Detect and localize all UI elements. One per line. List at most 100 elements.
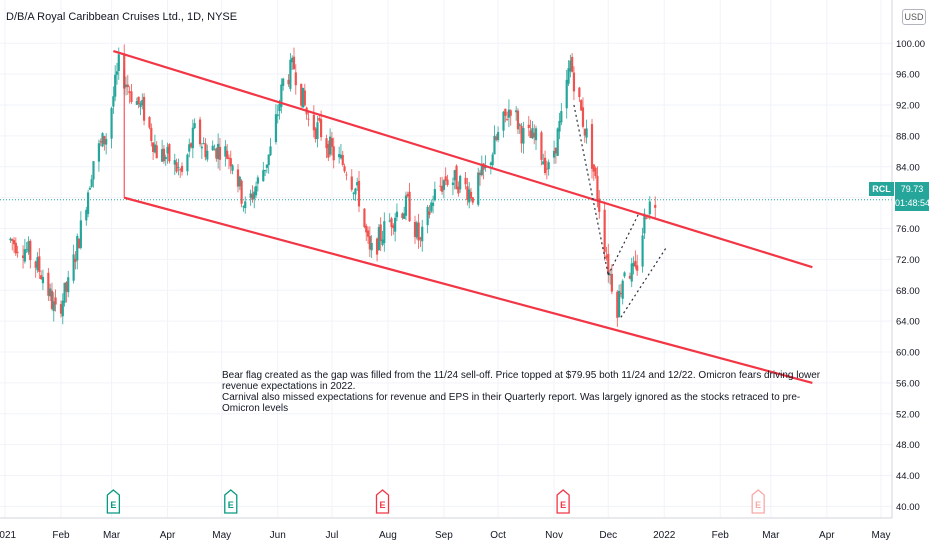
candle-body: [641, 235, 644, 267]
candle-body: [289, 59, 292, 89]
candle-body: [540, 132, 543, 160]
x-tick-label: Feb: [712, 530, 730, 541]
candle-body: [392, 225, 395, 229]
candle-body: [67, 277, 70, 293]
candle-body: [59, 304, 63, 314]
earnings-badge: [556, 489, 570, 514]
y-tick-label: 72.00: [896, 255, 920, 266]
candle-body: [155, 145, 158, 159]
x-tick-label: Mar: [762, 530, 780, 541]
candle-body: [137, 96, 140, 105]
x-tick-label: Aug: [379, 530, 397, 541]
candle-body: [594, 167, 597, 176]
candle-body: [366, 230, 370, 237]
candle-body: [515, 110, 518, 113]
x-tick-label: Jun: [270, 530, 286, 541]
candle-body: [381, 239, 384, 245]
candle-body: [9, 238, 12, 241]
candle-body: [401, 213, 404, 218]
candle-body: [101, 133, 104, 147]
candle-body: [554, 147, 557, 154]
candle-body: [303, 90, 306, 106]
candle-body: [607, 253, 610, 275]
candle-body: [350, 176, 353, 190]
candle-body: [244, 201, 247, 209]
candle-body: [114, 74, 117, 97]
trendlines: [0, 49, 892, 384]
candle-body: [440, 185, 444, 192]
candle-body: [236, 169, 240, 187]
candle-body: [415, 222, 418, 238]
candle-body: [79, 220, 82, 248]
candle-body: [390, 218, 393, 228]
candle-body: [507, 109, 511, 118]
candle-body: [227, 157, 231, 159]
candle-body: [581, 107, 585, 127]
candle-body: [580, 100, 583, 111]
candle-body: [556, 128, 559, 156]
earnings-badge: [106, 489, 121, 514]
earnings-letter: E: [560, 500, 566, 510]
candle-body: [567, 68, 570, 84]
annotation-line-2: Carnival also missed expectations for re…: [222, 392, 801, 414]
candle-body: [634, 260, 637, 267]
candle-body: [375, 238, 379, 255]
candle-body: [377, 227, 380, 251]
y-tick-label: 68.00: [896, 286, 920, 297]
candle-body: [509, 110, 512, 116]
candle-body: [368, 236, 371, 250]
candle-body: [632, 262, 635, 267]
candle-body: [251, 193, 254, 200]
candle-body: [316, 122, 319, 140]
candle-body: [11, 239, 14, 241]
x-tick-label: Sep: [435, 530, 453, 541]
price-axis-bg: [892, 0, 932, 550]
candle-body: [202, 143, 205, 144]
candle-body: [76, 235, 79, 261]
candle-body: [605, 255, 608, 258]
candle-body: [77, 239, 81, 249]
candle-body: [330, 138, 334, 147]
currency-badge[interactable]: USD: [902, 9, 926, 25]
candle-body: [105, 138, 108, 145]
candle-body: [520, 125, 523, 144]
candle-body: [54, 297, 57, 305]
ticker-label: RCL: [869, 182, 894, 196]
x-tick-label: Apr: [160, 530, 176, 541]
candle-body: [238, 176, 241, 187]
candle-body: [253, 191, 256, 199]
candle-body: [431, 202, 435, 206]
x-tick-label: 2022: [653, 530, 676, 541]
candle-body: [139, 103, 142, 108]
candle-body: [480, 165, 483, 176]
candle-body: [439, 185, 442, 187]
candle-body: [533, 132, 536, 138]
candle-body: [85, 209, 88, 221]
candle-body: [365, 225, 368, 233]
x-tick-label: Jul: [326, 530, 339, 541]
candle-body: [130, 91, 133, 103]
candle-body: [542, 161, 545, 165]
candle-body: [287, 79, 290, 85]
x-tick-label: Nov: [545, 530, 563, 541]
candle-body: [469, 191, 473, 199]
candle-body: [643, 213, 646, 234]
candle-body: [117, 54, 120, 71]
y-tick-label: 96.00: [896, 70, 920, 81]
candle-body: [99, 141, 102, 143]
candle-body: [282, 78, 285, 86]
candle-body: [179, 169, 182, 171]
candle-body: [529, 130, 532, 138]
candle-body: [630, 263, 633, 282]
earnings-marker: E: [224, 489, 238, 514]
candle-body: [493, 135, 496, 155]
candle-body: [265, 164, 268, 168]
candle-body: [619, 293, 623, 295]
earnings-marker: E: [751, 489, 765, 514]
candle-body: [356, 182, 359, 186]
candle-body: [142, 96, 146, 121]
candle-body: [352, 192, 355, 194]
